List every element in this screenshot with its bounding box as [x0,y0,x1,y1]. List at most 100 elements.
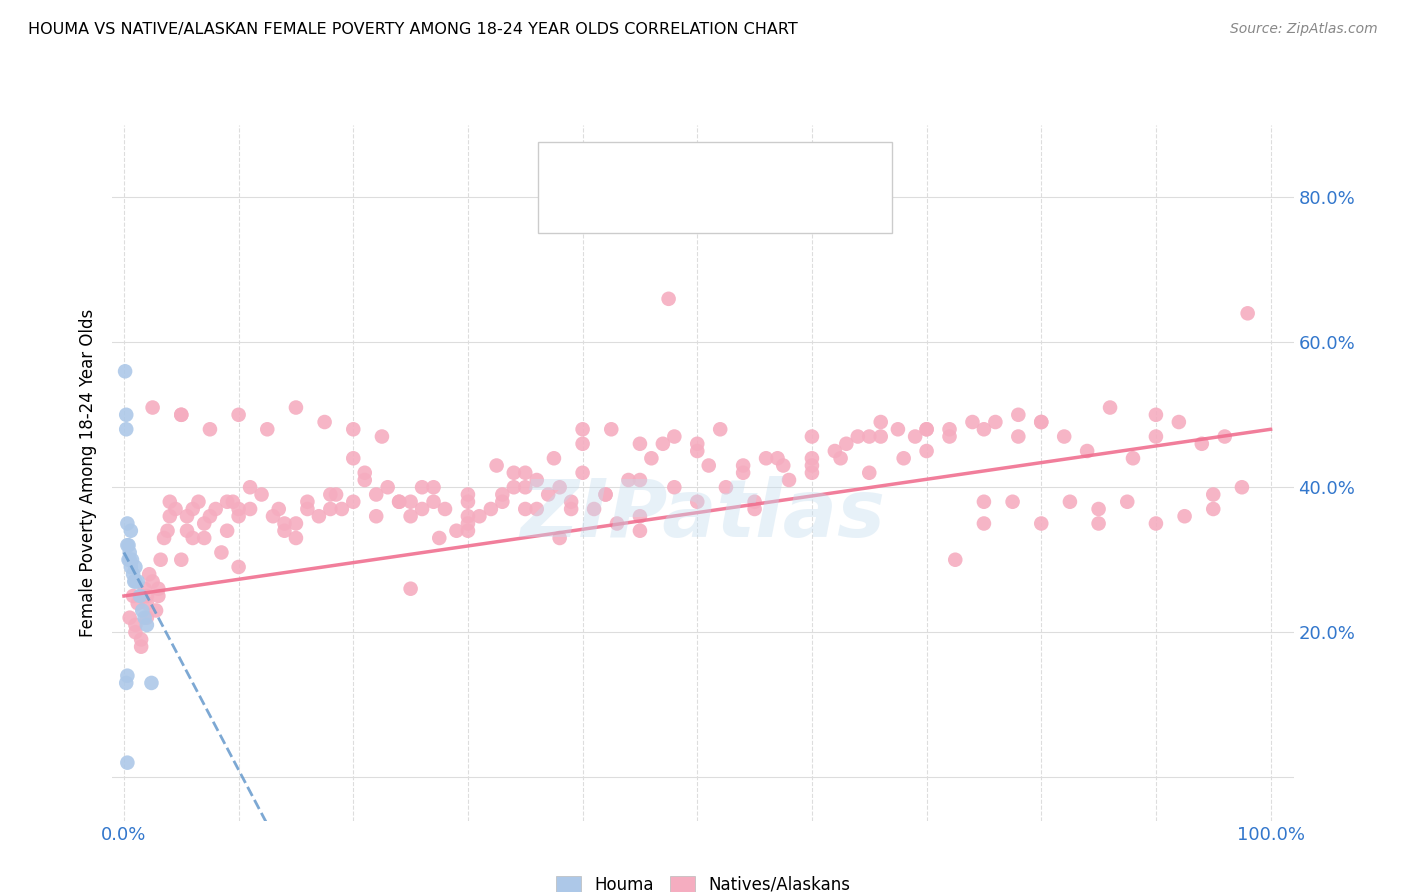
Point [1144,408,1167,422]
Point [515,502,537,516]
Point [835,436,858,450]
Point [887,422,910,436]
Point [204,502,226,516]
Point [422,480,444,494]
Point [165,502,187,516]
Text: 0.417: 0.417 [644,199,702,218]
Point [457,524,479,538]
Point [915,422,938,436]
Point [399,582,422,596]
Point [664,429,686,443]
Point [800,451,823,466]
Point [129,640,152,654]
Text: R =: R = [602,158,638,176]
Point [1122,451,1144,466]
Point [127,596,149,610]
Text: R =: R = [602,199,638,218]
Point [606,516,628,531]
Point [709,422,731,436]
Point [156,524,179,538]
Point [181,502,204,516]
Point [121,552,143,567]
Point [135,618,157,632]
Point [135,596,157,610]
Point [122,574,145,589]
Point [491,487,513,501]
Point [640,451,662,466]
Point [250,487,273,501]
Point [628,524,651,538]
Point [120,524,142,538]
Point [193,516,215,531]
Point [766,451,789,466]
Point [176,509,198,524]
Point [1144,516,1167,531]
Point [239,502,262,516]
Point [1031,516,1053,531]
Point [135,611,157,625]
Point [342,494,364,508]
Point [1031,415,1053,429]
Text: HOUMA VS NATIVE/ALASKAN FEMALE POVERTY AMONG 18-24 YEAR OLDS CORRELATION CHART: HOUMA VS NATIVE/ALASKAN FEMALE POVERTY A… [28,22,797,37]
Point [1001,494,1024,508]
Point [1031,415,1053,429]
Point [571,436,593,450]
Point [846,429,869,443]
Point [342,422,364,436]
Point [457,494,479,508]
Point [115,676,138,690]
Point [595,487,617,501]
Point [198,509,221,524]
Point [543,451,565,466]
Point [353,473,375,487]
Point [129,589,152,603]
Point [686,494,709,508]
Point [256,422,278,436]
Point [973,516,995,531]
Text: ZIPatlas: ZIPatlas [520,475,886,554]
Point [142,574,165,589]
Point [457,509,479,524]
Point [297,502,319,516]
Point [148,589,170,603]
Point [824,444,846,458]
Point [170,408,193,422]
Point [1236,306,1258,320]
Point [548,531,571,545]
Point [228,509,250,524]
Point [571,422,593,436]
Point [1191,436,1213,450]
Point [129,632,152,647]
Point [973,494,995,508]
Point [858,429,880,443]
Point [664,480,686,494]
Point [943,552,966,567]
Point [658,292,681,306]
Point [149,552,172,567]
Text: N =: N = [707,158,755,176]
Point [1167,415,1189,429]
Point [145,603,167,617]
Point [325,487,347,501]
Point [733,466,755,480]
Point [537,487,560,501]
Point [571,466,593,480]
Point [114,364,136,378]
Point [915,444,938,458]
Point [1053,429,1076,443]
Point [1144,429,1167,443]
Point [118,545,141,559]
Point [198,422,221,436]
Point [651,436,673,450]
Point [686,444,709,458]
Point [319,487,342,501]
Point [170,408,193,422]
Point [388,494,411,508]
Point [628,509,651,524]
Point [457,516,479,531]
Point [595,487,617,501]
Point [115,422,138,436]
Point [858,466,880,480]
Point [159,494,181,508]
Point [560,494,582,508]
